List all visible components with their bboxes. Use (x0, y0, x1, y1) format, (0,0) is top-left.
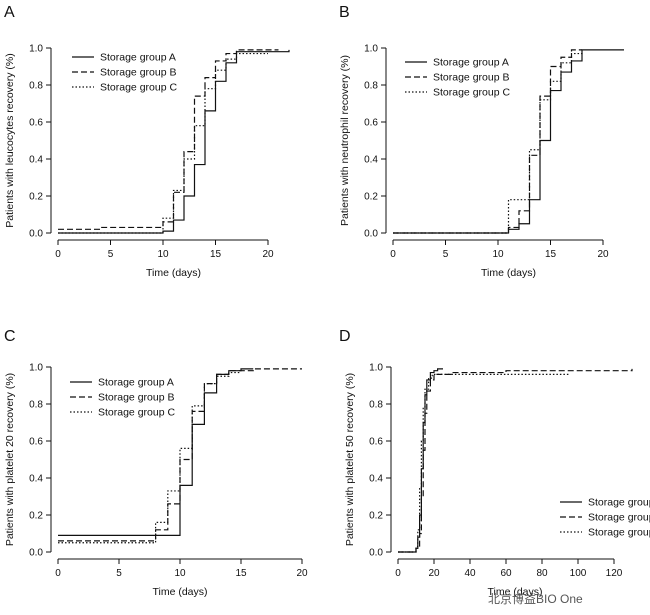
y-tick-label: 1.0 (29, 44, 43, 55)
y-tick-label: 0.4 (29, 474, 43, 485)
x-tick-label: 0 (390, 249, 396, 260)
panel-letter: B (339, 4, 350, 21)
y-axis-label: Patients with neutrophil recovery (%) (339, 55, 351, 226)
legend-label-2: Storage group B (100, 67, 176, 79)
y-tick-label: 0.8 (29, 81, 43, 92)
y-tick-label: 0.2 (369, 511, 383, 522)
x-tick-label: 60 (500, 568, 512, 579)
x-tick-label: 20 (296, 568, 308, 579)
x-tick-label: 5 (116, 568, 122, 579)
y-axis-label: Patients with platelet 50 recovery (%) (344, 373, 356, 546)
series-line-2 (398, 368, 633, 553)
x-tick-label: 15 (235, 568, 247, 579)
series-line-1 (58, 368, 254, 536)
x-tick-label: 120 (606, 568, 623, 579)
series-line-2 (58, 368, 302, 542)
x-tick-label: 100 (570, 568, 587, 579)
y-tick-label: 0.0 (29, 548, 43, 559)
x-tick-label: 15 (545, 249, 557, 260)
legend-label-3: Storage group (588, 527, 650, 539)
legend-label-1: Storage group A (100, 52, 176, 64)
x-tick-label: 0 (395, 568, 401, 579)
y-tick-label: 1.0 (364, 44, 378, 55)
legend-label-3: Storage group C (433, 87, 510, 99)
series-line-3 (398, 373, 569, 553)
y-tick-label: 0.4 (364, 155, 378, 166)
x-axis-label: Time (days) (481, 267, 536, 279)
x-tick-label: 10 (492, 249, 504, 260)
legend: Storage group A Storage group B Storage gr… (72, 52, 177, 94)
legend-label-2: Storage group B (433, 72, 509, 84)
legend-label-1: Storage group (588, 497, 650, 509)
watermark: 北京博益BIO One (488, 591, 583, 606)
y-tick-label: 0.8 (364, 81, 378, 92)
x-axis-label: Time (days) (152, 586, 207, 598)
legend-label-2: Storage group (588, 512, 650, 524)
y-tick-label: 0.8 (369, 400, 383, 411)
chart-panel-d: D 0 20 40 60 80 100 120 Time (days) 0.0 0.2 0.4 0.6 0… (339, 328, 650, 598)
legend: Storage group A Storage group B Storage gr… (70, 377, 175, 419)
y-tick-label: 0.6 (369, 437, 383, 448)
x-tick-label: 0 (55, 249, 61, 260)
series-line-1 (393, 49, 624, 234)
x-tick-label: 20 (428, 568, 440, 579)
x-tick-label: 15 (210, 249, 222, 260)
x-tick-label: 10 (157, 249, 169, 260)
y-tick-label: 1.0 (369, 363, 383, 374)
y-tick-label: 0.6 (29, 437, 43, 448)
series-line-3 (58, 52, 268, 234)
x-axis-label: Time (days) (487, 586, 542, 598)
series-line-2 (393, 49, 582, 234)
chart-panel-b: B 0 5 10 15 20 Time (days) 0.0 0.2 0.4 0.6 0.8 1.0 Pa… (339, 4, 624, 279)
y-tick-label: 0.2 (29, 511, 43, 522)
y-tick-label: 0.6 (364, 118, 378, 129)
chart-panel-a: A 0 5 10 15 20 Time (days) 0.0 0.2 0.4 0.6 0.8 1.0 Pa… (4, 4, 290, 279)
legend-label-1: Storage group A (433, 57, 509, 69)
x-tick-label: 5 (443, 249, 449, 260)
y-tick-label: 0.0 (364, 229, 378, 240)
series-line-1 (58, 49, 290, 234)
legend-label-3: Storage group C (100, 82, 177, 94)
legend-label-2: Storage group B (98, 392, 174, 404)
panel-letter: C (4, 328, 16, 345)
legend: Storage group A Storage group B Storage gr… (405, 57, 510, 99)
series-line-2 (58, 49, 279, 230)
x-tick-label: 10 (174, 568, 186, 579)
watermark-text: 北京博益BIO One (488, 591, 583, 606)
y-tick-label: 0.8 (29, 400, 43, 411)
y-tick-label: 0.6 (29, 118, 43, 129)
y-axis-label: Patients with leucocytes recovery (%) (4, 53, 16, 227)
y-tick-label: 0.0 (369, 548, 383, 559)
series-line-3 (58, 371, 241, 544)
x-tick-label: 80 (536, 568, 548, 579)
legend-label-1: Storage group A (98, 377, 174, 389)
series-line-1 (398, 368, 443, 553)
x-tick-label: 20 (597, 249, 609, 260)
y-tick-label: 0.0 (29, 229, 43, 240)
y-tick-label: 0.2 (29, 192, 43, 203)
x-axis-label: Time (days) (146, 267, 201, 279)
y-tick-label: 0.4 (29, 155, 43, 166)
x-tick-label: 5 (108, 249, 114, 260)
panel-letter: A (4, 4, 15, 21)
legend-label-3: Storage group C (98, 407, 175, 419)
y-tick-label: 0.2 (364, 192, 378, 203)
x-tick-label: 20 (262, 249, 274, 260)
y-axis-label: Patients with platelet 20 recovery (%) (4, 373, 16, 546)
panel-letter: D (339, 328, 351, 345)
series-line-3 (393, 51, 583, 234)
x-tick-label: 40 (464, 568, 476, 579)
y-tick-label: 1.0 (29, 363, 43, 374)
legend: Storage group Storage group Storage group (560, 497, 650, 539)
chart-panel-c: C 0 5 10 15 20 Time (days) 0.0 0.2 0.4 0.6 0.8 1.0 Pa… (4, 328, 308, 598)
y-tick-label: 0.4 (369, 474, 383, 485)
x-tick-label: 0 (55, 568, 61, 579)
